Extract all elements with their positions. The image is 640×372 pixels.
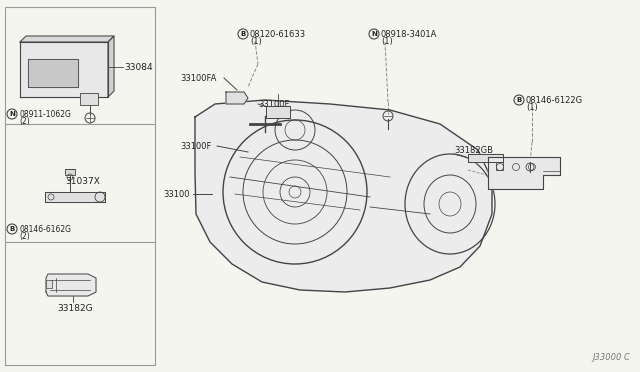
Text: B: B [10,226,15,232]
Bar [65,169,75,175]
Text: 08146-6122G: 08146-6122G [526,96,583,105]
Text: B: B [241,31,246,37]
Bar [46,280,52,288]
Text: 08911-1062G: 08911-1062G [19,109,71,119]
Bar [266,106,290,118]
Bar [80,93,98,105]
Polygon shape [28,59,78,87]
Text: 33182GB: 33182GB [454,145,493,154]
Text: 08146-6162G: 08146-6162G [19,224,71,234]
Polygon shape [496,162,503,170]
Polygon shape [488,157,560,189]
Text: B: B [516,97,522,103]
Text: 33182G: 33182G [57,304,93,313]
Polygon shape [108,36,114,97]
Polygon shape [195,100,492,292]
Text: 08120-61633: 08120-61633 [250,29,306,38]
Text: 31037X: 31037X [65,177,100,186]
Polygon shape [20,36,114,42]
Text: J33000 C: J33000 C [592,353,630,362]
Text: 33100FA: 33100FA [180,74,216,83]
Text: 33100: 33100 [163,189,189,199]
Polygon shape [20,42,108,97]
Text: N: N [371,31,377,37]
Polygon shape [226,92,248,104]
Text: 33182GA: 33182GA [490,170,529,179]
Text: 33100F: 33100F [180,141,211,151]
Text: (1): (1) [250,36,262,45]
Text: (1): (1) [526,103,538,112]
Text: N: N [9,111,15,117]
Polygon shape [45,192,105,202]
Polygon shape [468,154,503,162]
Text: (2): (2) [19,116,29,125]
Text: 33084: 33084 [124,62,152,71]
Text: (2): (2) [19,231,29,241]
Text: 08918-3401A: 08918-3401A [381,29,437,38]
Text: (1): (1) [381,36,393,45]
Text: 33100F: 33100F [258,99,289,109]
Polygon shape [46,274,96,296]
